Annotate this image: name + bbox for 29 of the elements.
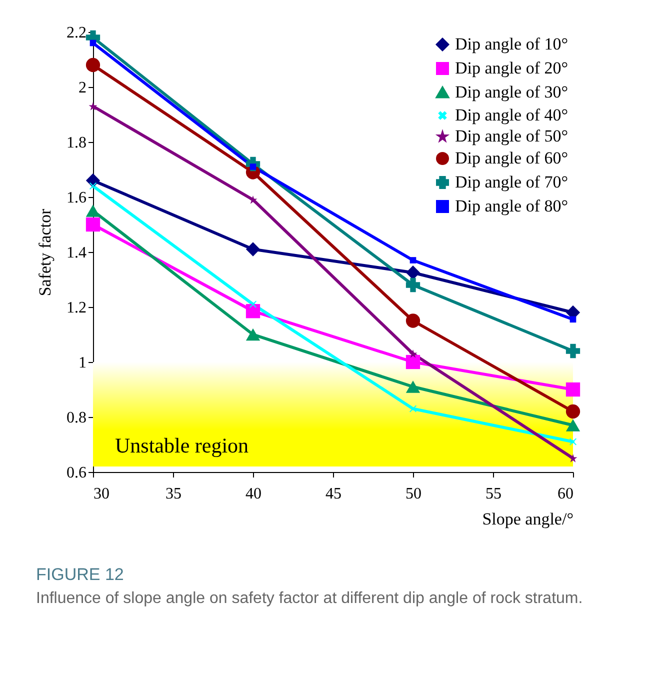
y-tick-label: 1.2	[66, 300, 86, 316]
y-tick-label: 1.8	[66, 134, 86, 152]
y-tick-label: 2.2	[66, 24, 86, 42]
band-label: Unstable region	[115, 434, 250, 458]
text: FIGURE 12	[36, 565, 124, 584]
y-tick-label: 1.4	[66, 244, 86, 262]
x-tick-label: 60	[558, 486, 574, 502]
y-tick-label: 1.6	[66, 190, 86, 206]
y-tick-label: 0.8	[66, 410, 86, 426]
text: Influence of slope angle on safety factor at different dip angle of rock stratum.	[36, 590, 583, 607]
y-tick-label: 0.6	[66, 464, 86, 482]
legend-label: Dip angle of 80°	[455, 196, 568, 216]
x-tick-label: 55	[486, 486, 502, 502]
x-tick-label: 35	[166, 486, 182, 502]
legend-label: Dip angle of 60°	[455, 148, 568, 168]
legend-label: Dip angle of 40°	[455, 106, 568, 124]
legend-label: Dip angle of 50°	[455, 126, 568, 146]
x-tick-label: 50	[406, 486, 422, 502]
y-tick-label: 2	[78, 80, 86, 96]
y-tick-label: 1	[78, 354, 86, 372]
legend-label: Dip angle of 30°	[455, 82, 568, 102]
x-tick-label: 30	[94, 486, 110, 502]
legend-label: Dip angle of 10°	[455, 34, 568, 54]
legend-label: Dip angle of 70°	[455, 172, 568, 192]
x-tick-label: 45	[326, 486, 342, 502]
x-axis-title: Slope angle/°	[482, 510, 574, 528]
legend-label: Dip angle of 20°	[455, 58, 568, 78]
y-axis-title: Safety factor	[36, 208, 54, 296]
x-tick-label: 40	[246, 486, 262, 502]
